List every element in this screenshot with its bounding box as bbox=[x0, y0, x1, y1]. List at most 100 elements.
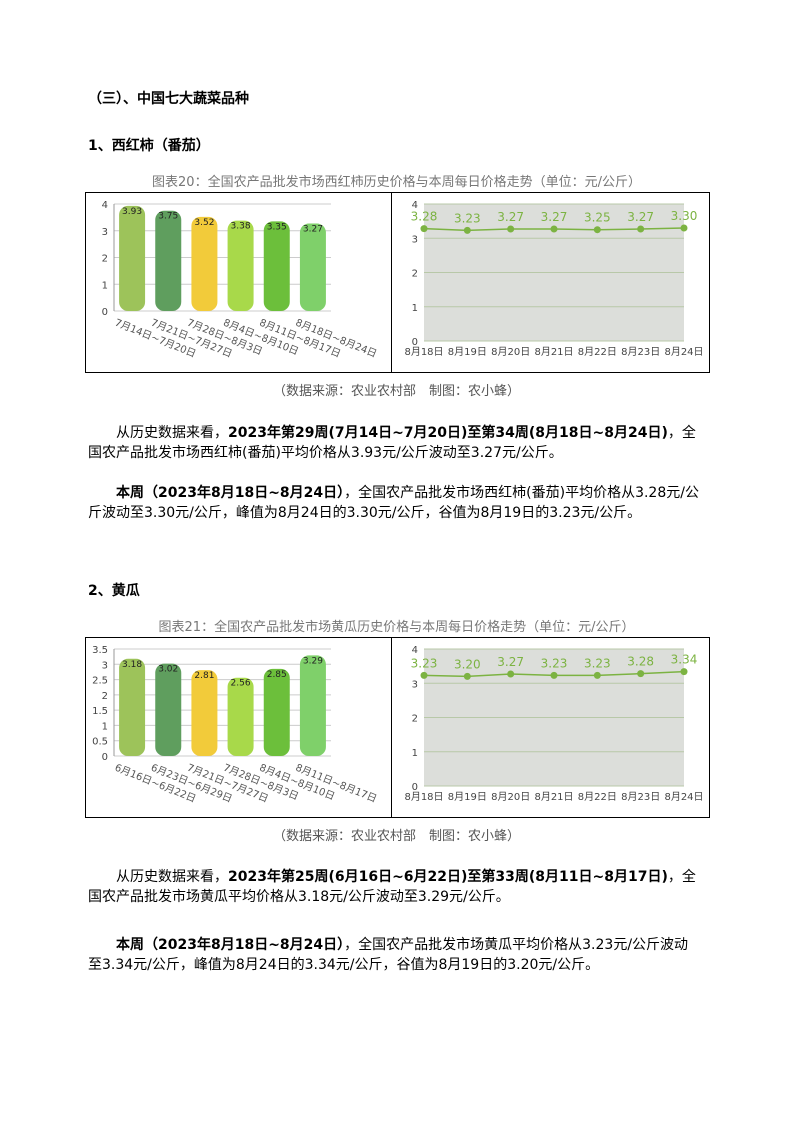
bar bbox=[191, 670, 218, 756]
y-tick-label: 1 bbox=[102, 280, 108, 291]
divider bbox=[391, 193, 392, 372]
chart: 00.511.522.533.53.186月16日~6月22日3.026月23日… bbox=[92, 645, 378, 805]
value-label: 3.23 bbox=[541, 656, 568, 670]
divider bbox=[391, 638, 392, 817]
y-tick-label: 4 bbox=[102, 200, 108, 211]
value-label: 3.27 bbox=[541, 210, 568, 224]
x-tick-label: 8月18日 bbox=[404, 346, 443, 358]
figure-caption: 图表20：全国农产品批发市场西红柿历史价格与本周每日价格走势（单位：元/公斤） bbox=[152, 175, 641, 190]
point bbox=[637, 670, 645, 678]
point bbox=[507, 225, 515, 233]
text-run: 从历史数据来看， bbox=[116, 869, 228, 885]
value-label: 3.27 bbox=[303, 225, 323, 235]
point bbox=[593, 671, 601, 679]
text-run: 2023年第29周(7月14日~7月20日)至第34周(8月18日~8月24日) bbox=[228, 425, 668, 441]
y-tick-label: 3 bbox=[412, 679, 418, 690]
value-label: 3.27 bbox=[497, 655, 524, 669]
value-label: 2.85 bbox=[267, 670, 287, 680]
value-label: 3.27 bbox=[497, 210, 524, 224]
x-tick-label: 8月22日 bbox=[578, 791, 617, 803]
text-run: ，全国农产品批发市场西红柿(番茄)平均价格从3.93元/公斤波动至3.27元/公… bbox=[88, 425, 696, 461]
source-note: （数据来源：农业农村部 制图：农小蜂） bbox=[272, 829, 520, 844]
paragraph: 从历史数据来看，2023年第29周(7月14日~7月20日)至第34周(8月18… bbox=[88, 423, 700, 463]
y-tick-label: 1.5 bbox=[92, 706, 108, 717]
text-run: ，全国农产品批发市场黄瓜平均价格从3.18元/公斤波动至3.29元/公斤。 bbox=[88, 869, 696, 905]
value-label: 3.52 bbox=[194, 218, 214, 228]
bar bbox=[155, 210, 182, 311]
value-label: 3.34 bbox=[671, 653, 698, 667]
y-tick-label: 2 bbox=[412, 714, 418, 725]
value-label: 3.23 bbox=[411, 656, 438, 670]
value-label: 3.28 bbox=[411, 210, 438, 224]
y-tick-label: 2.5 bbox=[92, 676, 108, 687]
y-tick-label: 1 bbox=[412, 748, 418, 759]
text-run: ，全国农产品批发市场黄瓜平均价格从3.23元/公斤波动至3.34元/公斤，峰值为… bbox=[88, 937, 689, 973]
point bbox=[550, 225, 558, 233]
bar bbox=[119, 205, 146, 311]
x-tick-label: 8月18日 bbox=[404, 791, 443, 803]
x-tick-label: 8月23日 bbox=[621, 791, 660, 803]
value-label: 2.56 bbox=[231, 679, 251, 689]
text-run: ，全国农产品批发市场西红柿(番茄)平均价格从3.28元/公斤波动至3.30元/公… bbox=[88, 485, 699, 521]
point bbox=[550, 671, 558, 679]
value-label: 3.18 bbox=[122, 660, 142, 670]
chart: 012343.937月14日~7月20日3.757月21日~7月27日3.527… bbox=[102, 200, 379, 360]
bar bbox=[263, 221, 290, 311]
y-tick-label: 0.5 bbox=[92, 737, 108, 748]
value-label: 3.27 bbox=[627, 210, 654, 224]
point bbox=[593, 226, 601, 234]
y-tick-label: 2 bbox=[412, 269, 418, 280]
x-tick-label: 8月24日 bbox=[664, 346, 703, 358]
heading: 1、西红柿（番茄） bbox=[88, 138, 210, 154]
text-run: 从历史数据来看， bbox=[116, 425, 228, 441]
value-label: 3.30 bbox=[671, 209, 698, 223]
x-tick-label: 8月19日 bbox=[448, 346, 487, 358]
figure-box: 0 1 2 3 4 3.93 7月14日~7月20日 3.75 7月21日~7月27日 3.52 7… bbox=[85, 192, 710, 373]
bar bbox=[227, 220, 254, 311]
figure-box: 0 0.5 1 1.5 2 2.5 3 3.5 3.18 6月16日~6月22日 3.02 6月23日… bbox=[85, 637, 710, 818]
y-tick-label: 0 bbox=[412, 337, 418, 348]
x-tick-label: 8月23日 bbox=[621, 346, 660, 358]
y-tick-label: 3 bbox=[102, 660, 108, 671]
bar bbox=[299, 223, 326, 311]
x-tick-label: 8月24日 bbox=[664, 791, 703, 803]
bar bbox=[191, 216, 218, 311]
point bbox=[680, 224, 688, 232]
value-label: 2.81 bbox=[194, 671, 214, 681]
value-label: 3.29 bbox=[303, 656, 323, 666]
value-label: 3.23 bbox=[584, 656, 611, 670]
point bbox=[463, 226, 471, 234]
value-label: 3.25 bbox=[584, 211, 611, 225]
point bbox=[420, 225, 428, 233]
bar bbox=[155, 663, 182, 756]
x-tick-label: 8月20日 bbox=[491, 346, 530, 358]
y-tick-label: 2 bbox=[102, 254, 108, 265]
x-tick-label: 8月21日 bbox=[534, 346, 573, 358]
source-note: （数据来源：农业农村部 制图：农小蜂） bbox=[272, 384, 520, 399]
y-tick-label: 0 bbox=[102, 307, 108, 318]
text-run: 2023年第25周(6月16日~6月22日)至第33周(8月11日~8月17日) bbox=[228, 869, 668, 885]
y-tick-label: 0 bbox=[412, 782, 418, 793]
x-tick-label: 8月22日 bbox=[578, 346, 617, 358]
y-tick-label: 3 bbox=[102, 227, 108, 238]
point bbox=[637, 225, 645, 233]
point bbox=[463, 672, 471, 680]
point bbox=[507, 670, 515, 678]
figure-caption: 图表21：全国农产品批发市场黄瓜历史价格与本周每日价格走势（单位：元/公斤） bbox=[158, 620, 635, 635]
chart: 012343.238月18日3.208月19日3.278月20日3.238月21… bbox=[404, 645, 703, 803]
x-tick-label: 8月20日 bbox=[491, 791, 530, 803]
text-run: 本周（2023年8月18日~8月24日） bbox=[116, 937, 345, 953]
chart: 0 1 2 3 43.28 8月18日 3.23 8月19日 3.27 8月20日 3.27 8月21… bbox=[404, 200, 703, 358]
y-tick-label: 0 bbox=[102, 752, 108, 763]
point bbox=[420, 671, 428, 679]
x-tick-label: 8月21日 bbox=[534, 791, 573, 803]
heading: 2、黄瓜 bbox=[88, 583, 140, 599]
bar bbox=[227, 677, 254, 756]
bar bbox=[263, 668, 290, 756]
value-label: 3.28 bbox=[627, 655, 654, 669]
bar bbox=[119, 658, 146, 756]
value-label: 3.20 bbox=[454, 657, 481, 671]
y-tick-label: 3 bbox=[412, 234, 418, 245]
x-tick-label: 8月19日 bbox=[448, 791, 487, 803]
